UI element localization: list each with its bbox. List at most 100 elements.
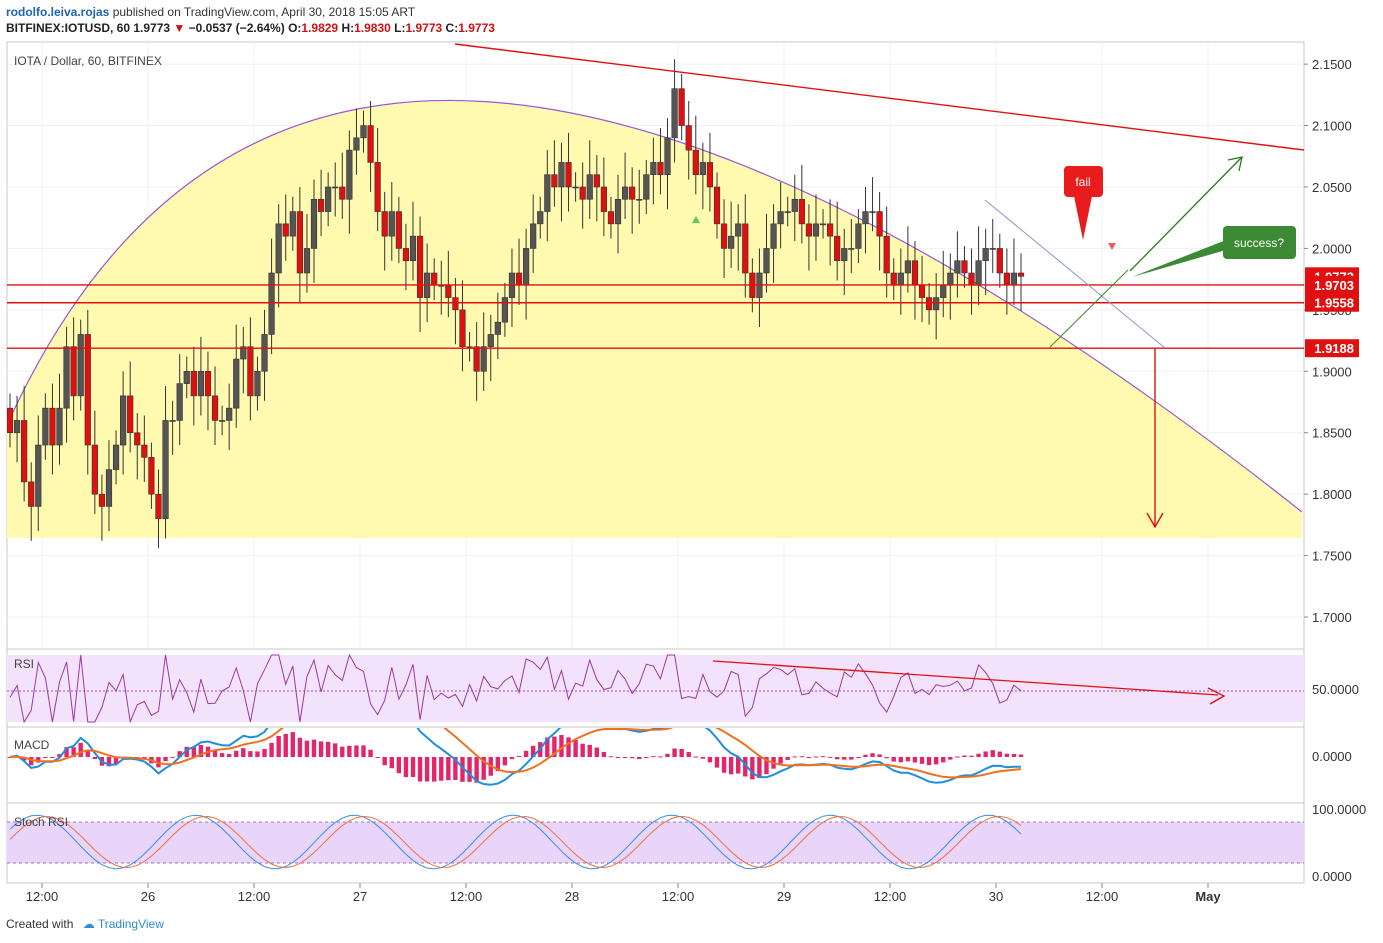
macd-bar xyxy=(481,757,486,780)
macd-bar xyxy=(29,757,34,766)
down-arrow-icon: ▼ xyxy=(173,21,186,35)
candle-body xyxy=(763,248,770,274)
low-label: L: xyxy=(394,21,406,35)
macd-bar xyxy=(516,755,522,757)
macd-bar xyxy=(113,757,119,765)
x-tick-label: May xyxy=(1195,889,1221,904)
tradingview-link[interactable]: TradingView xyxy=(97,917,164,931)
macd-bar xyxy=(325,741,331,757)
candle-body xyxy=(565,162,572,188)
candle-body xyxy=(841,248,848,262)
macd-bar xyxy=(658,756,663,758)
published-text: published on TradingView.com, April 30, … xyxy=(112,5,416,19)
candle-body xyxy=(664,137,671,176)
candle-body xyxy=(261,334,268,372)
y-tick-label: 1.8000 xyxy=(1312,487,1352,502)
candlesticks xyxy=(7,59,1025,549)
y-tick-label: 2.0000 xyxy=(1312,241,1352,256)
candle-body xyxy=(678,88,685,126)
author-link[interactable]: rodolfo.leiva.rojas xyxy=(6,5,110,19)
macd-bar xyxy=(785,757,790,760)
macd-bar xyxy=(191,746,197,757)
macd-bar xyxy=(219,753,225,757)
x-tick-label: 30 xyxy=(989,889,1003,904)
macd-bar xyxy=(622,757,628,758)
macd-panel: MACD xyxy=(7,728,1024,786)
macd-bar xyxy=(594,747,600,757)
y-tick-label: 2.1500 xyxy=(1312,57,1352,72)
candle-body xyxy=(282,223,289,237)
candle-body xyxy=(975,260,982,286)
symbol-label: BITFINEX:IOTUSD, 60 xyxy=(6,21,131,35)
candle-body xyxy=(643,174,650,200)
candle-body xyxy=(310,198,318,249)
macd-bar xyxy=(283,733,288,757)
macd-bar xyxy=(799,756,805,758)
created-with-text: Created with xyxy=(6,917,74,931)
candle-body xyxy=(621,186,629,200)
candle-body xyxy=(537,211,544,225)
macd-bar xyxy=(21,757,27,761)
macd-bar xyxy=(764,757,769,775)
macd-bar xyxy=(64,747,69,757)
candle-body xyxy=(275,223,282,274)
candle-body xyxy=(374,162,381,212)
candle-body xyxy=(332,186,339,189)
candle-body xyxy=(777,211,784,225)
macd-bar xyxy=(877,754,882,757)
macd-bar xyxy=(665,753,670,757)
candle-body xyxy=(247,346,254,397)
macd-bar xyxy=(552,736,557,757)
macd-histogram xyxy=(7,732,1024,783)
candle-body xyxy=(961,260,968,274)
macd-bar xyxy=(241,748,246,757)
target-arrowhead xyxy=(1227,156,1243,172)
macd-bar xyxy=(587,744,592,757)
macd-bar xyxy=(396,757,402,774)
macd-bar xyxy=(375,757,380,758)
candle-body xyxy=(487,334,494,348)
x-tick-label: 12:00 xyxy=(26,889,59,904)
candle-body xyxy=(303,248,311,274)
macd-bar xyxy=(106,757,112,767)
candle-body xyxy=(21,420,28,483)
macd-bar xyxy=(693,756,698,758)
macd-bar xyxy=(926,757,932,766)
candle-body xyxy=(325,186,332,212)
candle-body xyxy=(473,346,480,372)
candle-body xyxy=(141,444,148,458)
candle-body xyxy=(742,223,749,274)
macd-bar xyxy=(432,757,437,782)
candle-body xyxy=(876,211,883,237)
macd-bar xyxy=(566,737,571,757)
macd-bar xyxy=(177,751,182,757)
stoch-d-line xyxy=(9,815,1022,869)
macd-bar xyxy=(686,752,691,757)
candle-body xyxy=(848,248,855,250)
candle-body xyxy=(699,162,706,176)
macd-bar xyxy=(509,757,515,760)
macd-bar xyxy=(941,757,946,763)
macd-bar xyxy=(990,750,995,757)
candle-body xyxy=(890,272,897,286)
trendline-descending-thin xyxy=(984,199,1166,349)
candle-body xyxy=(735,223,742,237)
y-tick-label: 2.1000 xyxy=(1312,119,1352,134)
macd-bar xyxy=(672,748,677,757)
macd-bar xyxy=(460,757,465,782)
macd-bar xyxy=(446,757,451,781)
macd-bar xyxy=(983,751,988,757)
candle-body xyxy=(70,346,77,397)
macd-bar xyxy=(78,742,83,757)
macd-bar xyxy=(559,735,564,757)
macd-bar xyxy=(361,745,366,757)
macd-bar xyxy=(891,757,896,762)
price-label-text: 1.9188 xyxy=(1314,341,1354,356)
rsi-trendline xyxy=(712,660,1219,696)
macd-bar xyxy=(714,757,720,768)
y-tick-label: 1.7000 xyxy=(1312,610,1352,625)
candle-body xyxy=(586,174,593,200)
stoch-k-line xyxy=(9,814,1022,870)
price-label-text: 1.9558 xyxy=(1314,296,1354,311)
